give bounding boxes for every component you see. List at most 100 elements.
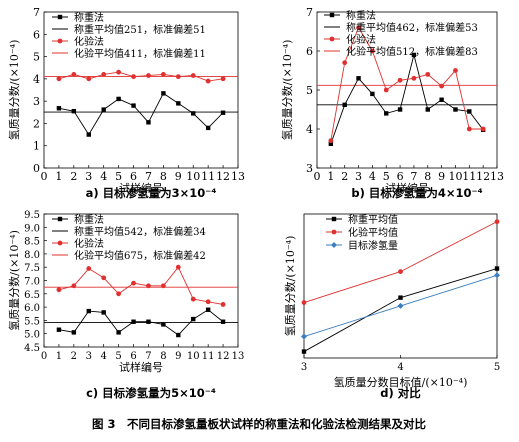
x-tick-label: 4 — [397, 362, 403, 373]
x-tick-label: 6 — [397, 170, 404, 183]
legend-marker — [57, 38, 63, 44]
y-tick-label: 8.0 — [24, 250, 40, 261]
data-point — [356, 76, 361, 81]
x-tick-label: 5 — [115, 170, 122, 183]
data-point — [342, 60, 348, 66]
data-point — [301, 300, 307, 305]
data-point — [101, 275, 107, 281]
panel-caption: c) 目标渗氢量为5×10⁻⁴ — [86, 386, 216, 400]
panel-caption: b) 目标渗氢量为4×10⁻⁴ — [351, 186, 482, 200]
x-tick-label: 1 — [56, 351, 62, 362]
x-tick-label: 4 — [100, 170, 107, 183]
data-point — [116, 330, 121, 335]
data-point — [146, 319, 151, 324]
legend-label: 化验法 — [74, 237, 104, 250]
legend-label: 化验平均值411，标准偏差11 — [74, 47, 206, 60]
legend-marker — [57, 216, 63, 222]
y-tick-label: 5.0 — [24, 330, 40, 341]
data-point — [425, 107, 430, 112]
data-point — [301, 349, 307, 354]
data-point — [370, 91, 375, 97]
data-point — [369, 48, 375, 54]
x-tick-label: 7 — [410, 170, 417, 183]
data-point — [191, 316, 196, 322]
legend-label: 化验平均值675，标准偏差42 — [74, 249, 206, 262]
x-tick-label: 13 — [232, 351, 245, 362]
data-point — [71, 283, 77, 289]
x-tick-label: 2 — [71, 351, 77, 362]
data-point — [220, 110, 226, 115]
figure-caption: 图 3 不同目标渗氢量板状试样的称重法和化验法检测结果及对比 — [92, 417, 427, 431]
x-tick-label: 13 — [231, 170, 245, 183]
x-tick-label: 6 — [130, 170, 137, 183]
x-tick-label: 11 — [201, 170, 215, 183]
legend-label: 化验平均值 — [348, 226, 398, 239]
data-point — [220, 76, 226, 82]
data-point — [86, 308, 91, 314]
x-tick-label: 7 — [145, 351, 151, 362]
data-point — [397, 77, 403, 83]
data-point — [466, 126, 472, 132]
data-point — [131, 74, 136, 80]
y-axis-label: 氢质量分数/(×10⁻⁴) — [7, 40, 21, 141]
legend-label: 称重平均值251，标准偏差51 — [74, 23, 206, 36]
series-line-2 — [58, 71, 224, 82]
x-tick-label: 12 — [476, 170, 490, 183]
data-point — [383, 87, 389, 93]
x-tick-label: 3 — [85, 170, 92, 183]
data-point — [161, 322, 166, 327]
x-tick-label: 10 — [187, 351, 200, 362]
legend-marker — [331, 216, 337, 222]
legend-label: 称重法 — [74, 213, 104, 226]
x-tick-label: 8 — [160, 170, 167, 183]
x-axis-label: 试样编号 — [119, 181, 163, 195]
data-point — [175, 264, 181, 270]
data-point — [397, 302, 404, 309]
x-tick-label: 5 — [494, 362, 500, 373]
y-tick-label: 4 — [33, 73, 40, 86]
y-tick-label: 7 — [33, 6, 40, 19]
x-tick-label: 5 — [115, 351, 121, 362]
y-tick-label: 2 — [33, 117, 40, 130]
data-point — [494, 266, 500, 271]
y-tick-label: 6.5 — [24, 290, 40, 301]
series-line-1 — [58, 92, 224, 136]
data-point — [453, 68, 458, 73]
x-tick-label: 3 — [86, 351, 92, 362]
legend-label: 称重平均值 — [348, 213, 398, 226]
data-point — [411, 52, 417, 58]
y-tick-label: 3 — [306, 162, 313, 175]
y-tick-label: 0 — [33, 162, 40, 175]
y-tick-label: 5 — [33, 51, 40, 64]
data-point — [411, 75, 417, 81]
data-point — [71, 108, 77, 114]
data-point — [131, 319, 136, 324]
y-tick-label: 4.5 — [24, 343, 40, 354]
data-point — [116, 291, 122, 297]
plot-frame — [303, 213, 498, 359]
legend-marker — [57, 240, 63, 246]
data-point — [205, 307, 211, 312]
chart-panel-4: 3 4 5 氢质量分数目标值/(×10⁻⁴) 氢质量分数/(×10⁻⁴) 称重平均值化验平… — [283, 213, 500, 400]
x-axis-label: 氢质量分数目标值/(×10⁻⁴) — [334, 375, 468, 389]
series-line-1 — [330, 54, 484, 144]
data-point — [494, 219, 500, 225]
x-tick-label: 1 — [55, 170, 62, 183]
x-tick-label: 8 — [160, 351, 166, 362]
data-point — [175, 74, 181, 80]
y-tick-label: 6 — [306, 45, 313, 58]
data-point — [480, 126, 486, 132]
x-tick-label: 0 — [41, 170, 48, 183]
data-point — [161, 91, 166, 96]
x-tick-label: 12 — [217, 351, 230, 362]
data-point — [205, 125, 211, 131]
legend-label: 称重法 — [346, 9, 376, 22]
legend-marker — [331, 242, 337, 248]
legend-marker — [329, 36, 335, 42]
data-point — [220, 319, 226, 324]
data-point — [116, 96, 121, 102]
